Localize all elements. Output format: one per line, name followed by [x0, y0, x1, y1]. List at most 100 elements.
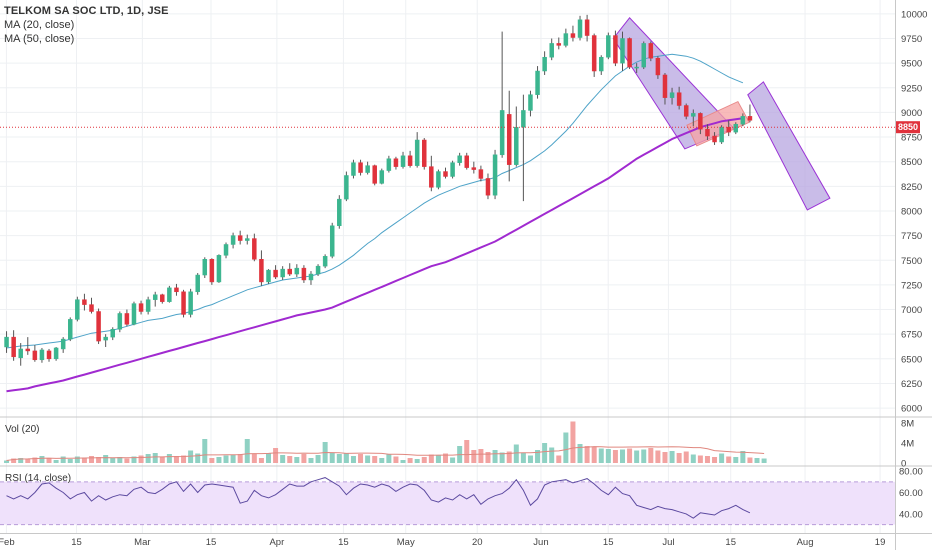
- candle-body: [556, 43, 562, 46]
- candle-body: [386, 158, 392, 171]
- candle-body: [691, 113, 696, 117]
- volume-bar: [166, 454, 172, 463]
- volume-bar: [520, 453, 526, 463]
- candle-body: [726, 126, 731, 133]
- ma50-legend[interactable]: MA (50, close): [4, 33, 75, 45]
- candle-body: [627, 38, 632, 68]
- volume-bar: [386, 454, 392, 463]
- candle-body: [648, 43, 654, 59]
- candle-body: [301, 267, 307, 281]
- candle-body: [570, 33, 576, 38]
- candle-body: [457, 155, 462, 163]
- candle-body: [351, 162, 356, 176]
- time-tick-label: Mar: [134, 537, 150, 548]
- time-tick-label: 15: [71, 537, 82, 548]
- candle-body: [478, 169, 484, 179]
- volume-bar: [400, 460, 406, 463]
- volume-bar: [329, 453, 335, 463]
- candle-body: [96, 311, 101, 342]
- candle-body: [25, 348, 31, 352]
- flag-rectangle-drawing[interactable]: [686, 100, 750, 147]
- candle-body: [259, 259, 264, 283]
- volume-bar: [591, 447, 597, 463]
- price-tick-label: 8500: [901, 157, 922, 168]
- time-tick-label: 15: [603, 537, 614, 548]
- rsi-tick-label: 40.00: [899, 509, 923, 520]
- price-tick-label: 9250: [901, 83, 922, 94]
- candle-body: [492, 154, 498, 196]
- volume-bar: [124, 458, 130, 463]
- volume-bar: [315, 455, 321, 463]
- volume-bar: [343, 453, 349, 463]
- volume-bar: [605, 449, 611, 463]
- candle-body: [471, 167, 477, 170]
- projected-channel-drawing[interactable]: [747, 81, 831, 211]
- candle-body: [82, 299, 87, 305]
- candle-body: [407, 155, 413, 166]
- volume-bar: [39, 456, 45, 463]
- rsi-tick-label: 80.00: [899, 467, 923, 478]
- volume-bar: [620, 449, 625, 463]
- time-tick-label: 15: [206, 537, 217, 548]
- volume-bar: [598, 448, 604, 463]
- volume-bar: [188, 450, 194, 463]
- rsi-axis: 40.00 60.00 80.00: [899, 467, 923, 521]
- last-price-tag: 8850: [896, 121, 920, 134]
- volume-bar: [570, 421, 576, 463]
- volume-bar: [103, 455, 109, 463]
- time-tick-label: Feb: [0, 537, 15, 548]
- candle-body: [591, 35, 597, 72]
- candle-body: [365, 165, 370, 173]
- volume-bar: [294, 457, 300, 463]
- volume-bar: [138, 455, 144, 463]
- volume-bar: [648, 448, 654, 463]
- candle-body: [202, 259, 208, 276]
- candle-body: [372, 165, 377, 184]
- volume-bar: [223, 455, 229, 463]
- time-tick-label: 19: [875, 537, 886, 548]
- time-axis[interactable]: Feb 15 Mar 15 Apr 15 May 20 Jun 15 Jul 15 Aug 19: [0, 537, 885, 548]
- price-tick-label: 7500: [901, 256, 922, 267]
- candle-body: [344, 175, 349, 200]
- price-tick-label: 7250: [901, 280, 922, 291]
- candle-body: [506, 114, 512, 165]
- volume-bar: [25, 458, 31, 463]
- ma20-legend[interactable]: MA (20, close): [4, 19, 75, 31]
- price-tick-label: 8000: [901, 206, 922, 217]
- ma20-line: [6, 53, 744, 349]
- candle-body: [400, 155, 406, 167]
- candle-body: [606, 35, 611, 58]
- price-tick-label: 7750: [901, 231, 922, 242]
- volume-bar: [577, 444, 583, 463]
- volume-bar: [301, 454, 307, 463]
- volume-bar: [393, 456, 399, 463]
- symbol-title[interactable]: TELKOM SA SOC LTD, 1D, JSE: [4, 5, 169, 17]
- volume-bar: [230, 454, 236, 463]
- candle-body: [152, 294, 158, 300]
- volume-bar: [372, 456, 378, 463]
- volume-bar: [712, 457, 718, 463]
- candle-body: [273, 269, 278, 278]
- candle-body: [599, 56, 604, 72]
- price-axis[interactable]: 6000 6250 6500 6750 7000 7250 7500 7750 8000 8250…: [901, 9, 927, 414]
- volume-bar: [273, 448, 279, 463]
- volume-bar: [145, 454, 151, 463]
- candle-body: [337, 198, 342, 227]
- candle-body: [223, 244, 229, 256]
- candle-body: [294, 267, 300, 275]
- candle-body: [542, 56, 547, 72]
- chart-legend: TELKOM SA SOC LTD, 1D, JSE MA (20, close…: [4, 4, 169, 46]
- candle-body: [620, 38, 625, 64]
- price-tick-label: 6000: [901, 404, 922, 415]
- volume-tick-label: 8M: [901, 419, 914, 430]
- price-tick-label: 7000: [901, 305, 922, 316]
- candle-body: [216, 255, 222, 283]
- candle-body: [436, 171, 441, 188]
- volume-bar: [308, 458, 314, 463]
- candle-body: [124, 313, 130, 325]
- candle-body: [535, 70, 540, 95]
- candle-body: [188, 291, 193, 315]
- volume-bar: [641, 449, 647, 463]
